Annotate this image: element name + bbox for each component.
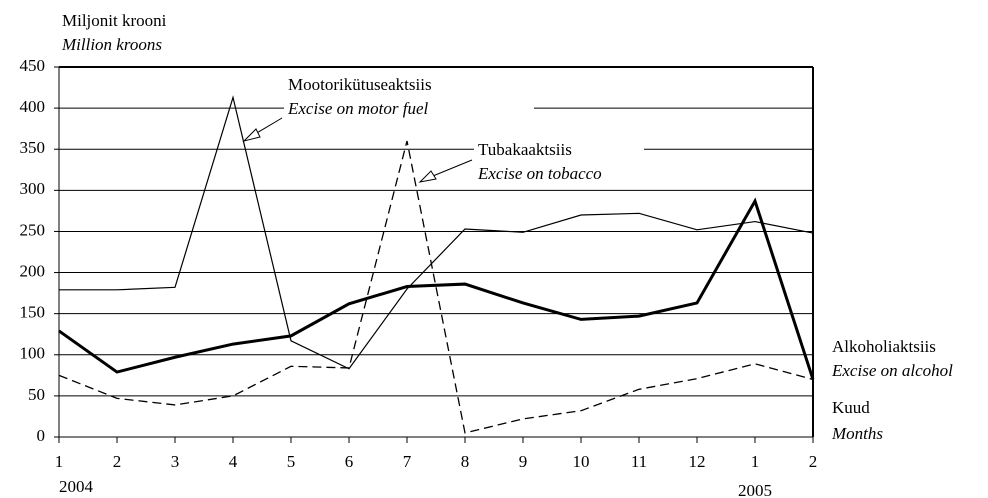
series-label: Tubakaaktsiis bbox=[478, 140, 572, 159]
y-tick-label: 150 bbox=[20, 303, 46, 322]
y-tick-label: 350 bbox=[20, 138, 46, 157]
y-tick-label: 450 bbox=[20, 56, 46, 75]
y-axis-label: Miljonit krooni bbox=[62, 11, 167, 30]
x-tick-label: 2 bbox=[809, 452, 818, 471]
lines bbox=[58, 95, 815, 434]
x-tick-label: 6 bbox=[345, 452, 354, 471]
grid: 0 50 100 150 200 250 300 350 400 450 1 2004 2 3 4 5 6 7 8 9… bbox=[20, 56, 818, 498]
year-label: 2004 bbox=[59, 477, 94, 496]
series-label-en: Excise on tobacco bbox=[477, 164, 602, 183]
x-tick-label: 9 bbox=[519, 452, 528, 471]
x-tick-label: 1 bbox=[751, 452, 760, 471]
label-bg bbox=[474, 138, 644, 188]
series-label: Mootorikütuseaktsiis bbox=[288, 75, 432, 94]
x-tick-label: 12 bbox=[689, 452, 706, 471]
series-label-en: Excise on motor fuel bbox=[287, 99, 428, 118]
x-tick-label: 11 bbox=[631, 452, 647, 471]
y-tick-label: 0 bbox=[37, 426, 46, 445]
x-axis-label-en: Months bbox=[831, 424, 883, 443]
x-tick-label: 4 bbox=[229, 452, 238, 471]
arrow bbox=[427, 159, 473, 179]
x-tick-label: 7 bbox=[403, 452, 412, 471]
y-tick-label: 100 bbox=[20, 344, 46, 363]
arrowhead bbox=[242, 128, 261, 142]
x-tick-label: 8 bbox=[461, 452, 470, 471]
arrowhead bbox=[418, 170, 437, 183]
x-tick-label: 5 bbox=[287, 452, 296, 471]
x-tick-label: 3 bbox=[171, 452, 180, 471]
y-tick-label: 400 bbox=[20, 97, 46, 116]
y-tick-label: 200 bbox=[20, 261, 46, 280]
year-label: 2005 bbox=[738, 481, 772, 498]
y-tick-label: 250 bbox=[20, 220, 46, 239]
series-label-en: Excise on alcohol bbox=[831, 361, 953, 380]
y-tick-label: 300 bbox=[20, 179, 46, 198]
labels: Miljonit krooni Million kroons Mootorikü… bbox=[61, 11, 953, 443]
y-tick-label: 50 bbox=[28, 385, 45, 404]
series-line bbox=[58, 197, 815, 380]
series-line bbox=[58, 140, 814, 434]
x-tick-label: 2 bbox=[113, 452, 122, 471]
x-tick-label: 10 bbox=[573, 452, 590, 471]
series-line bbox=[59, 95, 814, 370]
series-label: Alkoholiaktsiis bbox=[832, 337, 936, 356]
y-axis-label-en: Million kroons bbox=[61, 35, 162, 54]
x-axis-label: Kuud bbox=[832, 398, 870, 417]
label-bg bbox=[284, 72, 534, 122]
x-tick-label: 1 bbox=[55, 452, 64, 471]
